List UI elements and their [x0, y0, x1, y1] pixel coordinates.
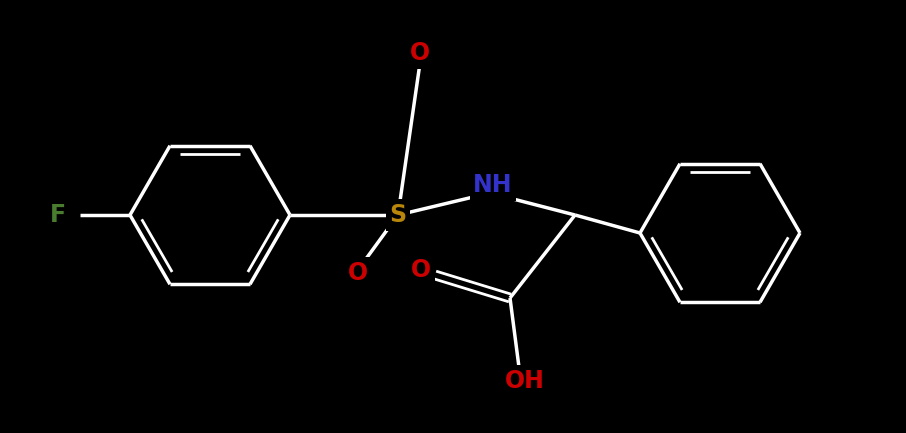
Text: O: O	[348, 261, 368, 285]
Text: O: O	[411, 258, 431, 282]
Text: O: O	[410, 41, 430, 65]
Text: NH: NH	[473, 173, 513, 197]
Text: S: S	[390, 203, 407, 227]
Text: F: F	[50, 203, 66, 227]
Text: OH: OH	[505, 369, 545, 393]
